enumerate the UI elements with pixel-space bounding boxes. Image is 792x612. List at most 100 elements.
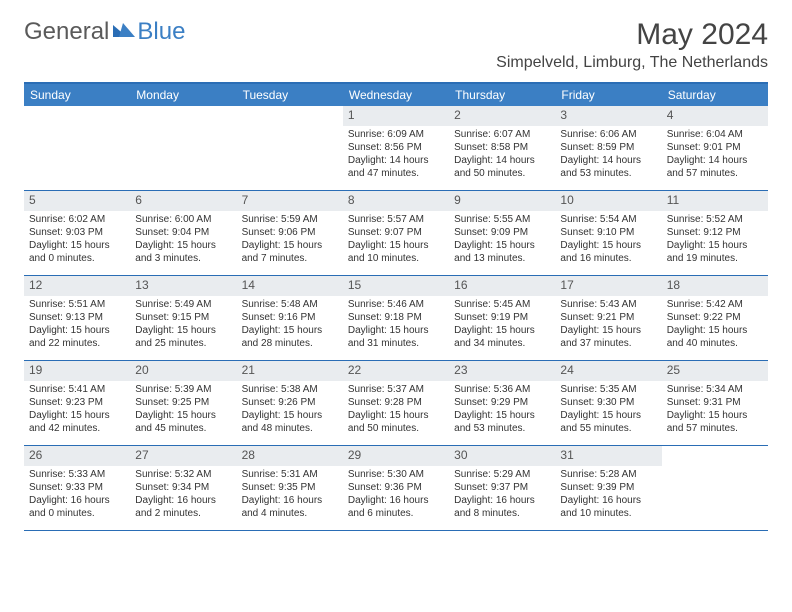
daylight-text: Daylight: 16 hours and 4 minutes. [242, 494, 338, 520]
sunset-text: Sunset: 9:07 PM [348, 226, 444, 239]
day-cell: 16Sunrise: 5:45 AMSunset: 9:19 PMDayligh… [449, 276, 555, 360]
day-details: Sunrise: 5:37 AMSunset: 9:28 PMDaylight:… [343, 383, 449, 439]
day-number: 14 [237, 276, 343, 296]
day-details: Sunrise: 5:38 AMSunset: 9:26 PMDaylight:… [237, 383, 343, 439]
day-details: Sunrise: 5:57 AMSunset: 9:07 PMDaylight:… [343, 213, 449, 269]
sunset-text: Sunset: 9:22 PM [667, 311, 763, 324]
day-number: 5 [24, 191, 130, 211]
sunrise-text: Sunrise: 5:51 AM [29, 298, 125, 311]
daylight-text: Daylight: 15 hours and 16 minutes. [560, 239, 656, 265]
sunset-text: Sunset: 8:56 PM [348, 141, 444, 154]
day-cell: 4Sunrise: 6:04 AMSunset: 9:01 PMDaylight… [662, 106, 768, 190]
sunset-text: Sunset: 9:29 PM [454, 396, 550, 409]
daylight-text: Daylight: 16 hours and 2 minutes. [135, 494, 231, 520]
day-cell: 31Sunrise: 5:28 AMSunset: 9:39 PMDayligh… [555, 446, 661, 530]
title-block: May 2024 Simpelveld, Limburg, The Nether… [496, 18, 768, 72]
day-details: Sunrise: 6:09 AMSunset: 8:56 PMDaylight:… [343, 128, 449, 184]
day-cell: 19Sunrise: 5:41 AMSunset: 9:23 PMDayligh… [24, 361, 130, 445]
daylight-text: Daylight: 15 hours and 40 minutes. [667, 324, 763, 350]
sunrise-text: Sunrise: 6:09 AM [348, 128, 444, 141]
day-details: Sunrise: 5:36 AMSunset: 9:29 PMDaylight:… [449, 383, 555, 439]
day-cell [237, 106, 343, 190]
day-cell: 23Sunrise: 5:36 AMSunset: 9:29 PMDayligh… [449, 361, 555, 445]
day-number [662, 446, 768, 450]
day-number: 13 [130, 276, 236, 296]
day-cell: 3Sunrise: 6:06 AMSunset: 8:59 PMDaylight… [555, 106, 661, 190]
daylight-text: Daylight: 15 hours and 19 minutes. [667, 239, 763, 265]
day-cell [662, 446, 768, 530]
sunset-text: Sunset: 9:30 PM [560, 396, 656, 409]
day-number: 16 [449, 276, 555, 296]
sunrise-text: Sunrise: 6:02 AM [29, 213, 125, 226]
day-details: Sunrise: 5:52 AMSunset: 9:12 PMDaylight:… [662, 213, 768, 269]
day-cell [130, 106, 236, 190]
daylight-text: Daylight: 14 hours and 53 minutes. [560, 154, 656, 180]
day-details: Sunrise: 5:34 AMSunset: 9:31 PMDaylight:… [662, 383, 768, 439]
day-number: 30 [449, 446, 555, 466]
sunset-text: Sunset: 9:04 PM [135, 226, 231, 239]
daylight-text: Daylight: 15 hours and 10 minutes. [348, 239, 444, 265]
day-cell: 26Sunrise: 5:33 AMSunset: 9:33 PMDayligh… [24, 446, 130, 530]
day-number: 6 [130, 191, 236, 211]
day-cell: 6Sunrise: 6:00 AMSunset: 9:04 PMDaylight… [130, 191, 236, 275]
day-cell: 27Sunrise: 5:32 AMSunset: 9:34 PMDayligh… [130, 446, 236, 530]
daylight-text: Daylight: 16 hours and 8 minutes. [454, 494, 550, 520]
sunset-text: Sunset: 9:35 PM [242, 481, 338, 494]
weekday-sunday: Sunday [24, 84, 130, 106]
day-details: Sunrise: 5:49 AMSunset: 9:15 PMDaylight:… [130, 298, 236, 354]
sunset-text: Sunset: 9:34 PM [135, 481, 231, 494]
sunset-text: Sunset: 9:16 PM [242, 311, 338, 324]
daylight-text: Daylight: 15 hours and 57 minutes. [667, 409, 763, 435]
day-cell: 24Sunrise: 5:35 AMSunset: 9:30 PMDayligh… [555, 361, 661, 445]
day-cell: 15Sunrise: 5:46 AMSunset: 9:18 PMDayligh… [343, 276, 449, 360]
daylight-text: Daylight: 15 hours and 34 minutes. [454, 324, 550, 350]
week-row: 5Sunrise: 6:02 AMSunset: 9:03 PMDaylight… [24, 191, 768, 276]
weekday-wednesday: Wednesday [343, 84, 449, 106]
day-number: 8 [343, 191, 449, 211]
daylight-text: Daylight: 15 hours and 50 minutes. [348, 409, 444, 435]
sunrise-text: Sunrise: 5:34 AM [667, 383, 763, 396]
day-details: Sunrise: 5:35 AMSunset: 9:30 PMDaylight:… [555, 383, 661, 439]
day-number: 28 [237, 446, 343, 466]
daylight-text: Daylight: 15 hours and 3 minutes. [135, 239, 231, 265]
daylight-text: Daylight: 15 hours and 13 minutes. [454, 239, 550, 265]
day-details: Sunrise: 5:30 AMSunset: 9:36 PMDaylight:… [343, 468, 449, 524]
sunset-text: Sunset: 9:39 PM [560, 481, 656, 494]
sunset-text: Sunset: 9:10 PM [560, 226, 656, 239]
weeks-container: 1Sunrise: 6:09 AMSunset: 8:56 PMDaylight… [24, 106, 768, 531]
day-number: 22 [343, 361, 449, 381]
sunset-text: Sunset: 9:13 PM [29, 311, 125, 324]
daylight-text: Daylight: 15 hours and 31 minutes. [348, 324, 444, 350]
day-details: Sunrise: 5:33 AMSunset: 9:33 PMDaylight:… [24, 468, 130, 524]
day-cell: 2Sunrise: 6:07 AMSunset: 8:58 PMDaylight… [449, 106, 555, 190]
sunset-text: Sunset: 9:21 PM [560, 311, 656, 324]
sunrise-text: Sunrise: 5:52 AM [667, 213, 763, 226]
day-details: Sunrise: 5:51 AMSunset: 9:13 PMDaylight:… [24, 298, 130, 354]
day-cell: 22Sunrise: 5:37 AMSunset: 9:28 PMDayligh… [343, 361, 449, 445]
day-details: Sunrise: 5:55 AMSunset: 9:09 PMDaylight:… [449, 213, 555, 269]
daylight-text: Daylight: 15 hours and 55 minutes. [560, 409, 656, 435]
logo-triangle-icon [113, 16, 135, 44]
day-cell: 13Sunrise: 5:49 AMSunset: 9:15 PMDayligh… [130, 276, 236, 360]
day-details: Sunrise: 6:06 AMSunset: 8:59 PMDaylight:… [555, 128, 661, 184]
day-number: 7 [237, 191, 343, 211]
day-cell: 11Sunrise: 5:52 AMSunset: 9:12 PMDayligh… [662, 191, 768, 275]
day-details: Sunrise: 5:39 AMSunset: 9:25 PMDaylight:… [130, 383, 236, 439]
calendar-grid: Sunday Monday Tuesday Wednesday Thursday… [24, 82, 768, 531]
day-number [237, 106, 343, 110]
sunrise-text: Sunrise: 5:59 AM [242, 213, 338, 226]
day-cell: 1Sunrise: 6:09 AMSunset: 8:56 PMDaylight… [343, 106, 449, 190]
day-number: 20 [130, 361, 236, 381]
sunrise-text: Sunrise: 5:54 AM [560, 213, 656, 226]
daylight-text: Daylight: 14 hours and 50 minutes. [454, 154, 550, 180]
day-cell: 9Sunrise: 5:55 AMSunset: 9:09 PMDaylight… [449, 191, 555, 275]
day-details: Sunrise: 5:32 AMSunset: 9:34 PMDaylight:… [130, 468, 236, 524]
sunrise-text: Sunrise: 5:28 AM [560, 468, 656, 481]
day-cell: 21Sunrise: 5:38 AMSunset: 9:26 PMDayligh… [237, 361, 343, 445]
sunrise-text: Sunrise: 5:41 AM [29, 383, 125, 396]
sunrise-text: Sunrise: 5:33 AM [29, 468, 125, 481]
sunset-text: Sunset: 9:25 PM [135, 396, 231, 409]
day-number: 17 [555, 276, 661, 296]
day-cell: 5Sunrise: 6:02 AMSunset: 9:03 PMDaylight… [24, 191, 130, 275]
day-number: 15 [343, 276, 449, 296]
